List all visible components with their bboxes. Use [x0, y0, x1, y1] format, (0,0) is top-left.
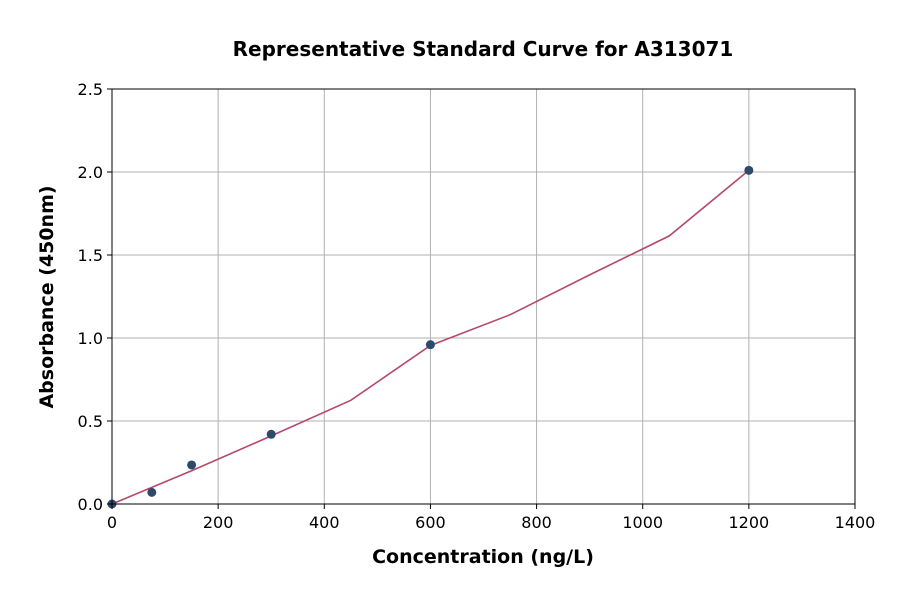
y-axis-label: Absorbance (450nm) [36, 185, 58, 408]
y-tick-label: 1.0 [78, 329, 103, 348]
y-tick-label: 0.0 [78, 495, 103, 514]
tick-layer: 0 200 400 600 800 1000 1200 1400 0.0 0.5 1.0 1.5 2.0… [78, 80, 876, 532]
x-tick-label: 800 [521, 513, 552, 532]
data-point [187, 460, 197, 470]
data-point [744, 165, 754, 175]
x-tick-label: 1400 [835, 513, 876, 532]
data-point [147, 487, 157, 497]
y-tick-label: 1.5 [78, 246, 103, 265]
data-point [425, 340, 435, 350]
y-tick-label: 2.5 [78, 80, 103, 99]
curve-layer [111, 169, 750, 505]
y-tick-label: 2.0 [78, 163, 103, 182]
x-tick-label: 600 [415, 513, 446, 532]
x-tick-label: 400 [309, 513, 340, 532]
point-layer [107, 165, 754, 509]
y-tick-label: 0.5 [78, 412, 103, 431]
x-tick-label: 1200 [728, 513, 769, 532]
x-tick-label: 0 [107, 513, 117, 532]
plot-frame [111, 88, 856, 505]
x-tick-label: 1000 [622, 513, 663, 532]
x-axis-label: Concentration (ng/L) [372, 546, 594, 568]
grid-layer [111, 88, 856, 505]
chart-title: Representative Standard Curve for A31307… [233, 37, 734, 61]
data-point [266, 429, 276, 439]
x-tick-label: 200 [203, 513, 234, 532]
fit-curve-line [111, 169, 750, 505]
